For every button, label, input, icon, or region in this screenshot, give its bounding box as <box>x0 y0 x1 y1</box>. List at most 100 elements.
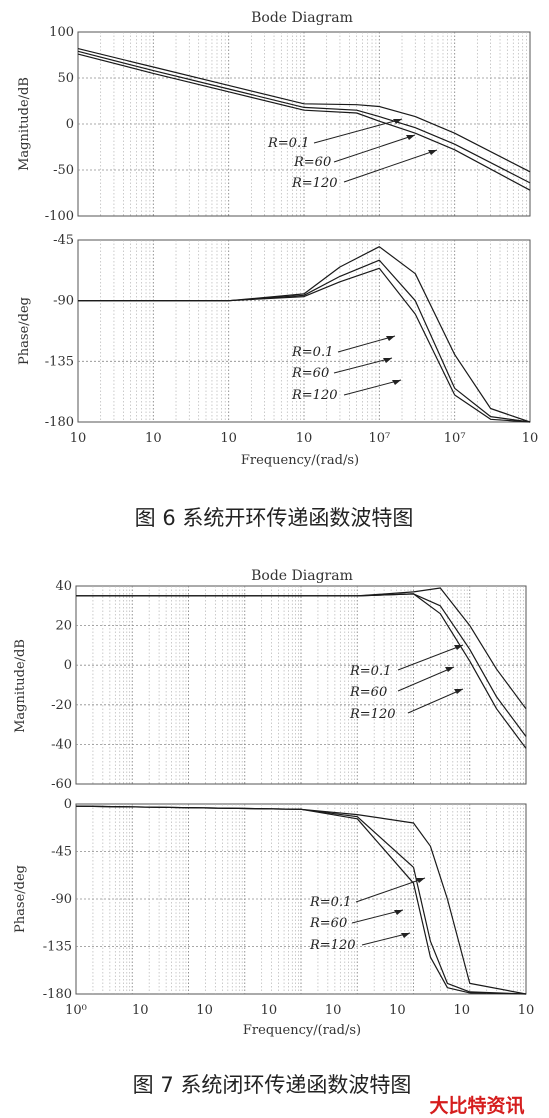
fig7-ph-annotations: R=0.1 R=60 R=120 <box>309 877 426 953</box>
fig7-xlabel: Frequency/(rad/s) <box>243 1023 361 1038</box>
fig6-xt-label: 10 <box>220 431 237 446</box>
fig6-ph-curves <box>78 246 531 423</box>
fig6-ph-yticks: -45 -90 -135 -180 <box>45 233 74 430</box>
fig6-ph-grid <box>78 240 530 422</box>
fig7-ph-curve-r120 <box>75 805 527 995</box>
fig6-ph-annotations: R=0.1 R=60 R=120 <box>291 335 402 403</box>
figure-7: Bode Diagram 40 20 0 -20 -40 -60 Magnitude/dB… <box>13 568 534 1097</box>
fig7-xt-label: 10 <box>453 1003 470 1018</box>
fig7-mag-yticks: 40 20 0 -20 -40 -60 <box>51 579 72 792</box>
fig7-mag-arrowhead-r120 <box>454 689 463 694</box>
fig7-mag-curves <box>76 587 527 749</box>
fig6-mag-arrow-r60 <box>333 134 416 163</box>
fig6-mag-yticks: 100 50 0 -50 -100 <box>45 25 74 224</box>
fig7-mag-arrowhead-r60 <box>445 667 454 672</box>
fig7-mag-ytick-label: -20 <box>51 698 72 713</box>
fig6-mag-curve-r120 <box>77 53 531 191</box>
fig6-ph-label-r60: R=60 <box>291 366 329 381</box>
fig6-mag-label-r120: R=120 <box>291 176 338 191</box>
fig6-mag-curves <box>77 48 531 191</box>
fig7-mag-ytick-label: -60 <box>51 777 72 792</box>
fig7-mag-grid <box>76 586 526 784</box>
fig6-xt-label: 10 <box>522 431 539 446</box>
fig7-ph-yticks: 0 -45 -90 -135 -180 <box>43 797 72 1002</box>
fig7-ph-ytick-label: -180 <box>43 987 72 1002</box>
fig7-mag-arrowhead-r01 <box>454 645 463 650</box>
fig7-mag-arrow-r60 <box>397 666 455 692</box>
fig7-ph-label-r60: R=60 <box>309 916 347 931</box>
fig7-ph-arrow-r120 <box>361 932 411 946</box>
fig7-mag-ylabel: Magnitude/dB <box>13 639 28 733</box>
fig7-mag-annotations: R=0.1 R=60 R=120 <box>349 644 464 722</box>
fig7-mag-label-r01: R=0.1 <box>349 664 391 679</box>
fig7-mag-label-r60: R=60 <box>349 685 387 700</box>
fig7-ph-ylabel: Phase/deg <box>13 865 28 933</box>
fig6-ph-arrow-r01 <box>337 335 396 353</box>
fig7-ph-ytick-label: -45 <box>51 845 72 860</box>
fig7-mag-label-r120: R=120 <box>349 707 396 722</box>
fig7-xt-label: 10 <box>518 1003 535 1018</box>
fig6-x-ticks: 10 10 10 10 10⁷ 10⁷ 10 <box>70 431 539 446</box>
fig7-xt-label: 10 <box>389 1003 406 1018</box>
fig6-mag-ytick-label: -50 <box>53 163 74 178</box>
fig7-mag-arrow-r01 <box>397 644 464 671</box>
fig6-mag-curve-r01 <box>77 48 531 173</box>
fig6-mag-ytick-label: -100 <box>45 209 74 224</box>
fig6-ph-arrowhead-r01 <box>386 336 395 341</box>
fig6-mag-arrowhead-r01 <box>393 119 402 124</box>
fig6-mag-ytick-label: 50 <box>57 71 74 86</box>
fig7-ph-arrow-r60 <box>351 909 404 924</box>
fig6-xlabel: Frequency/(rad/s) <box>241 453 359 468</box>
fig6-phase-plot: -45 -90 -135 -180 Phase/deg R=0.1 R=60 R=12… <box>17 233 531 430</box>
fig7-title: Bode Diagram <box>251 568 353 584</box>
fig6-magnitude-plot: 100 50 0 -50 -100 Magnitude/dB R=0.1 R=60 R=… <box>17 25 531 224</box>
fig6-ph-arrowhead-r120 <box>392 380 401 385</box>
fig6-ph-arrow-r120 <box>343 379 402 396</box>
fig6-ph-label-r01: R=0.1 <box>291 345 333 360</box>
fig7-ph-arrow-r01 <box>355 877 426 903</box>
fig6-mag-ytick-label: 0 <box>66 117 74 132</box>
fig6-ph-ytick-label: -180 <box>45 415 74 430</box>
fig7-xt-label: 10 <box>196 1003 213 1018</box>
fig6-xt-label: 10 <box>145 431 162 446</box>
fig7-ph-ytick-label: -135 <box>43 940 72 955</box>
fig6-mag-annotations: R=0.1 R=60 R=120 <box>267 118 438 191</box>
fig6-ph-ytick-label: -90 <box>53 294 74 309</box>
fig7-mag-ytick-label: 40 <box>55 579 72 594</box>
fig7-ph-arrowhead-r120 <box>401 933 410 938</box>
fig6-ph-ylabel: Phase/deg <box>17 297 32 365</box>
fig7-caption: 图 7 系统闭环传递函数波特图 <box>133 1073 412 1097</box>
fig7-ph-label-r120: R=120 <box>309 938 356 953</box>
fig6-mag-ylabel: Magnitude/dB <box>17 77 32 171</box>
fig6-ph-curve-r120 <box>78 267 531 423</box>
fig6-ph-arrowhead-r60 <box>383 358 392 363</box>
fig7-mag-ytick-label: 20 <box>55 619 72 634</box>
fig6-title: Bode Diagram <box>251 10 353 26</box>
fig7-ph-ytick-label: -90 <box>51 892 72 907</box>
figure-6: Bode Diagram 100 50 0 -50 -100 Magnitude/dB … <box>17 10 538 530</box>
fig6-xt-label: 10 <box>296 431 313 446</box>
fig6-mag-arrow-r120 <box>343 149 438 183</box>
fig7-ph-grid <box>76 804 526 994</box>
fig7-magnitude-plot: 40 20 0 -20 -40 -60 Magnitude/dB R=0.1 R=60 R… <box>13 579 527 792</box>
fig6-mag-arrow-r01 <box>313 118 403 144</box>
fig7-mag-curve-r120 <box>76 593 527 749</box>
fig7-xt-label: 10 <box>132 1003 149 1018</box>
fig7-mag-ytick-label: 0 <box>64 658 72 673</box>
fig6-ph-arrow-r60 <box>333 357 393 374</box>
fig7-ph-arrowhead-r01 <box>416 878 425 883</box>
fig6-mag-label-r60: R=60 <box>293 155 331 170</box>
fig7-ph-curves <box>75 805 527 995</box>
fig7-ph-label-r01: R=0.1 <box>309 895 351 910</box>
fig6-caption: 图 6 系统开环传递函数波特图 <box>135 506 414 530</box>
fig7-phase-plot: 0 -45 -90 -135 -180 Phase/deg R=0.1 R=60 R=1… <box>13 797 527 1002</box>
fig6-mag-curve-r60 <box>77 50 531 184</box>
fig7-mag-ytick-label: -40 <box>51 737 72 752</box>
fig6-mag-arrowhead-r120 <box>428 150 437 155</box>
fig6-mag-ytick-label: 100 <box>49 25 74 40</box>
fig6-xt-label: 10⁷ <box>368 431 390 446</box>
fig6-mag-label-r01: R=0.1 <box>267 136 309 151</box>
fig7-xt-label: 10 <box>261 1003 278 1018</box>
fig6-ph-label-r120: R=120 <box>291 388 338 403</box>
